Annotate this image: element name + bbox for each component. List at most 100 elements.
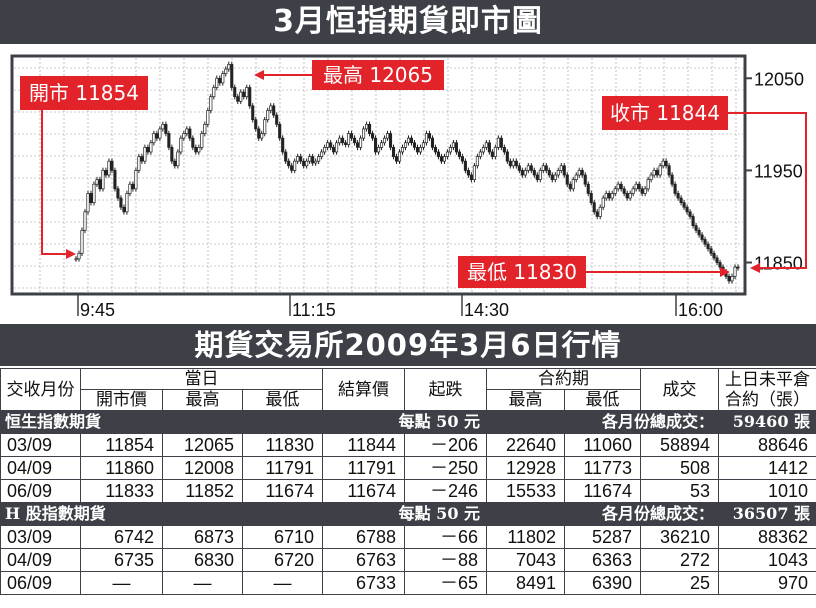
table-cell: 11674	[564, 479, 642, 503]
table-cell: 11852	[162, 479, 243, 503]
table-cell: —	[241, 571, 324, 595]
candle-body	[326, 142, 330, 148]
candle-body	[610, 193, 614, 199]
table-cell: 12008	[162, 456, 243, 480]
table-cell: 03/09	[0, 433, 81, 457]
table-cell: －246	[404, 479, 488, 503]
candle-body	[86, 193, 90, 213]
candle-body	[547, 170, 551, 176]
candle-body	[400, 147, 405, 153]
table-cell: 6363	[564, 548, 642, 572]
candle-body	[679, 197, 683, 203]
candle-body	[646, 179, 650, 190]
candle-body	[161, 123, 165, 130]
candle-body	[197, 147, 201, 153]
candle-body	[209, 96, 213, 111]
candle-body	[242, 91, 246, 98]
candle-body	[469, 174, 473, 180]
candle-body	[338, 137, 342, 144]
candle-body	[631, 188, 635, 194]
candle-body	[433, 147, 438, 153]
table-cell: 11860	[80, 456, 163, 480]
candle-body	[269, 105, 273, 111]
table-cell: 03/09	[0, 525, 81, 549]
close-box	[602, 96, 728, 130]
table-cell: 06/09	[0, 571, 81, 595]
candle-body	[568, 183, 572, 190]
section-row: H 股指數期貨 每點 50 元各月份總成交： 36507 張	[0, 502, 816, 526]
candle-body	[308, 156, 312, 162]
candle-body	[134, 170, 138, 190]
candle-body	[727, 275, 731, 282]
candle-body	[194, 147, 198, 153]
candle-body	[505, 151, 509, 162]
table-cell: －250	[404, 456, 488, 480]
table-cell: 1043	[718, 548, 816, 572]
candle-body	[95, 179, 99, 185]
table-row: 03/09 11854 12065 11830 11844 －206 22640 11060 5…	[0, 433, 816, 457]
header-settle: 結算價	[322, 368, 406, 411]
table-cell: 6720	[241, 548, 324, 572]
candle-body	[122, 206, 126, 213]
open-arrowhead	[66, 249, 76, 259]
candle-body	[619, 183, 623, 190]
candle-body	[149, 142, 153, 153]
candle-body	[490, 151, 494, 157]
candle-body	[592, 202, 596, 213]
section-per-point: 每點 50 元	[322, 410, 488, 434]
section-name: 恒生指數期貨	[0, 410, 324, 434]
candle-body	[556, 170, 560, 176]
candle-body	[604, 193, 608, 199]
candle-body	[376, 147, 381, 153]
x-tick-label: 16:00	[678, 300, 723, 320]
candle-body	[260, 133, 264, 139]
table-cell: 6873	[162, 525, 243, 549]
table-cell: 06/09	[0, 479, 81, 503]
candle-body	[637, 183, 641, 190]
open-box	[20, 76, 148, 110]
candle-body	[466, 170, 470, 176]
x-tick-label: 11:15	[292, 300, 336, 320]
candle-body	[320, 151, 324, 157]
candle-body	[580, 170, 584, 176]
candle-body	[520, 170, 524, 176]
table-cell: 11060	[564, 433, 642, 457]
candle-body	[344, 142, 348, 145]
candle-body	[445, 151, 449, 157]
candle-body	[245, 87, 249, 98]
candle-body	[176, 151, 180, 167]
candle-body	[296, 156, 300, 162]
open-label: 開市 11854	[29, 81, 139, 105]
candle-body	[550, 174, 554, 180]
table-cell: 6735	[80, 548, 163, 572]
candle-body	[706, 243, 710, 250]
candle-body	[233, 87, 237, 98]
candle-body	[595, 211, 599, 217]
table-cell: 11844	[322, 433, 406, 457]
candle-body	[700, 234, 704, 240]
candle-body	[661, 160, 665, 167]
candle-body	[436, 151, 441, 157]
section-total-label: 各月份總成交：	[486, 410, 720, 434]
candle-body	[275, 114, 279, 125]
candle-body	[221, 73, 225, 84]
candle-body	[248, 87, 252, 107]
candle-body	[421, 142, 426, 148]
candle-body	[203, 123, 207, 134]
candle-body	[583, 174, 587, 185]
candle-body	[511, 160, 515, 167]
open-arrow	[41, 110, 70, 255]
table-cell: 508	[640, 456, 720, 480]
table-cell: 11830	[241, 433, 324, 457]
candle-body	[544, 165, 548, 171]
candle-body	[538, 170, 542, 180]
candle-body	[703, 239, 707, 245]
table-cell: 11833	[80, 479, 163, 503]
table-cell: －88	[404, 548, 488, 572]
candle-body	[335, 142, 339, 153]
table-cell: 58894	[640, 433, 720, 457]
candle-body	[323, 147, 327, 153]
table-cell: 1010	[718, 479, 816, 503]
price-chart: 12050 11950 11850 9:45 11:15 14:30 16:00 開市 1…	[10, 54, 807, 320]
candle-body	[272, 105, 276, 116]
